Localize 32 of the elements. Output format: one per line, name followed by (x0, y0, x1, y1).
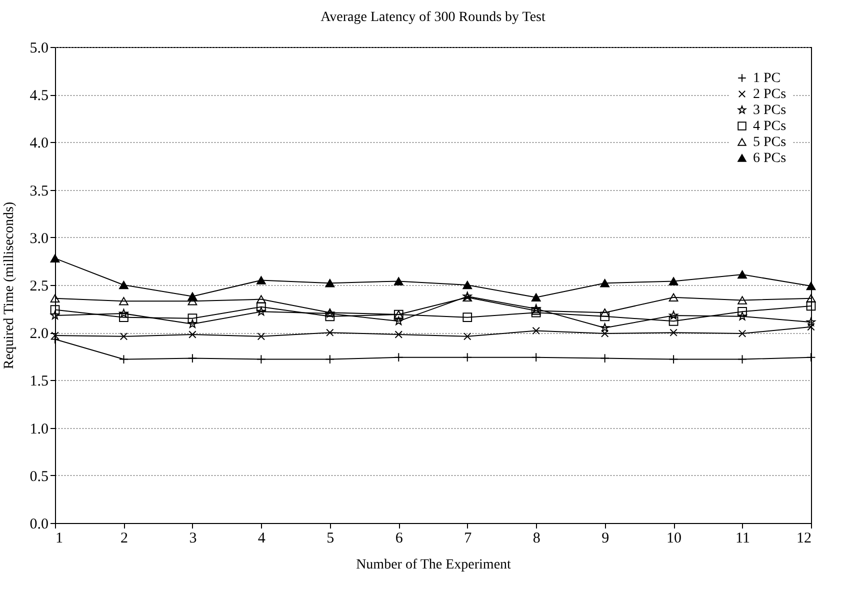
y-tick-label: 1.5 (30, 374, 48, 390)
x-tick-label: 8 (532, 530, 540, 546)
x-tick-label: 11 (736, 530, 750, 546)
y-tick-label: 2.5 (30, 278, 48, 294)
x-tick-label: 1 (56, 530, 63, 546)
x-axis-title: Number of The Experiment (356, 558, 512, 572)
y-axis-title: Required Time (milliseconds) (2, 202, 17, 370)
y-tick-label: 5.0 (30, 40, 48, 56)
legend-label: 2 PCs (753, 87, 786, 102)
x-tick-label: 10 (666, 530, 682, 546)
legend-label: 6 PCs (753, 151, 786, 166)
y-tick-label: 0.5 (30, 468, 48, 485)
y-tick-label: 2.0 (30, 326, 48, 342)
y-tick-label: 3.0 (30, 230, 48, 247)
legend-label: 4 PCs (753, 119, 786, 134)
legend-label: 1 PC (753, 71, 781, 86)
y-tick-label: 4.5 (30, 88, 48, 104)
x-tick-label: 6 (395, 530, 404, 546)
x-tick-label: 2 (120, 530, 128, 546)
x-tick-label: 5 (326, 530, 334, 546)
x-tick-label: 9 (602, 530, 610, 546)
y-tick-label: 0.0 (30, 516, 48, 532)
x-tick-label: 4 (258, 530, 266, 546)
chart-title: Average Latency of 300 Rounds by Test (320, 10, 546, 25)
x-tick-label: 3 (189, 530, 197, 546)
y-tick-label: 1.0 (30, 421, 48, 438)
legend-label: 5 PCs (753, 135, 786, 150)
x-tick-label: 7 (464, 530, 472, 546)
legend-label: 3 PCs (753, 103, 786, 118)
y-tick-label: 3.5 (30, 183, 48, 200)
y-tick-label: 4.0 (30, 136, 48, 152)
x-tick-label: 12 (796, 530, 812, 546)
